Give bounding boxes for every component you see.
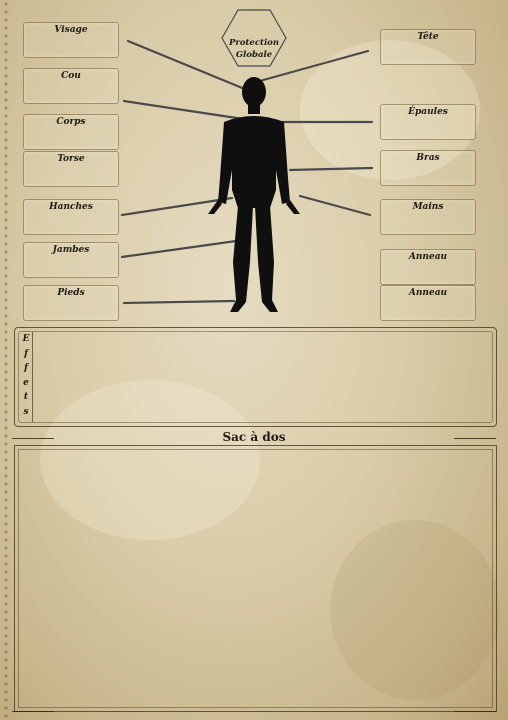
slot-label: Tête	[417, 32, 439, 42]
connector-tete	[254, 49, 370, 84]
slot-visage[interactable]: Visage	[23, 22, 119, 58]
protection-globale-label: Protection Globale	[222, 37, 286, 61]
slot-mains[interactable]: Mains	[380, 199, 476, 235]
slot-label: Pieds	[57, 288, 85, 298]
sac-title-rule-right	[454, 438, 496, 439]
effects-letter: f	[24, 348, 28, 359]
human-silhouette	[208, 77, 300, 312]
slot-label: Corps	[56, 117, 86, 127]
binder-perforation	[2, 0, 10, 720]
sac-bottom-rule-right	[454, 711, 496, 712]
slot-label: Jambes	[52, 245, 90, 255]
connector-lines	[120, 39, 374, 305]
slot-tete[interactable]: Tête	[380, 29, 476, 65]
slot-label: Visage	[54, 25, 88, 35]
slot-bras[interactable]: Bras	[380, 150, 476, 186]
slot-corps[interactable]: Corps	[23, 114, 119, 150]
connector-pieds	[122, 299, 236, 305]
slot-anneau-1[interactable]: Anneau	[380, 249, 476, 285]
slot-jambes[interactable]: Jambes	[23, 242, 119, 278]
connector-mains	[298, 194, 372, 217]
sac-title-rule-left	[12, 438, 54, 439]
effects-letter: e	[23, 377, 29, 388]
backpack-area[interactable]	[14, 445, 497, 712]
slot-torse[interactable]: Torse	[23, 151, 119, 187]
slot-anneau-2[interactable]: Anneau	[380, 285, 476, 321]
connector-cou	[122, 99, 252, 122]
slot-label: Cou	[61, 71, 81, 81]
effects-letter: E	[22, 334, 30, 344]
slot-cou[interactable]: Cou	[23, 68, 119, 104]
connector-jambes	[120, 239, 238, 259]
protection-hexagon	[221, 9, 287, 67]
slot-hanches[interactable]: Hanches	[23, 199, 119, 235]
effects-letter: s	[23, 406, 29, 417]
sac-a-dos-title: Sac à dos	[222, 430, 286, 444]
slot-label: Anneau	[408, 288, 448, 298]
protection-line2: Globale	[235, 50, 273, 60]
effects-letter: f	[24, 363, 28, 373]
slot-label: Mains	[412, 202, 444, 212]
slot-pieds[interactable]: Pieds	[23, 285, 119, 321]
effects-vertical-label: E f f e t s	[20, 332, 33, 422]
connector-hanches	[120, 196, 234, 217]
slot-label: Bras	[416, 153, 440, 163]
slot-label: Hanches	[49, 202, 93, 212]
effects-area[interactable]	[14, 327, 497, 427]
slot-epaules[interactable]: Épaules	[380, 104, 476, 140]
sac-bottom-rule-left	[12, 711, 54, 712]
connector-bras	[288, 166, 374, 172]
protection-line1: Protection	[228, 38, 280, 48]
effects-letter: t	[23, 392, 29, 402]
slot-label: Épaules	[408, 107, 448, 117]
slot-label: Anneau	[408, 252, 448, 262]
slot-label: Torse	[57, 154, 85, 164]
connector-visage	[126, 39, 254, 94]
